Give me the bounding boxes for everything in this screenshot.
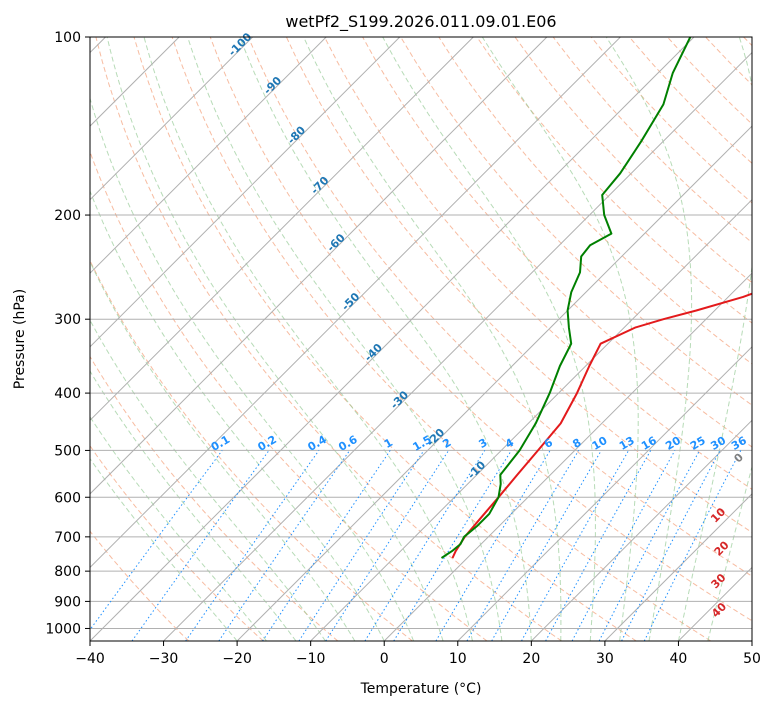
moist-adiabat — [90, 189, 385, 641]
dry-adiabat — [171, 37, 712, 641]
x-tick-label: 50 — [743, 651, 761, 667]
x-axis-label: Temperature (°C) — [360, 681, 482, 697]
y-tick-label: 900 — [54, 594, 81, 610]
dry-adiabat — [247, 37, 752, 577]
y-tick-label: 500 — [54, 443, 81, 459]
dry-adiabat — [324, 37, 752, 490]
moist-adiabat — [605, 37, 693, 641]
chart-title: wetPf2_S199.2026.011.09.01.E06 — [285, 12, 556, 32]
x-tick-label: 20 — [522, 651, 540, 667]
isotherm-line — [530, 419, 752, 641]
dry-adiabat — [95, 37, 562, 641]
mixing-ratio-line — [545, 450, 652, 641]
dry-adiabat — [90, 444, 264, 641]
y-tick-label: 200 — [54, 208, 81, 224]
x-tick-label: 10 — [449, 651, 467, 667]
moist-adiabat — [90, 260, 356, 641]
y-tick-label: 800 — [54, 564, 81, 580]
isotherm-line — [90, 37, 474, 422]
plot-frame — [89, 36, 753, 642]
x-tick-label: −40 — [75, 651, 105, 667]
isotherm-line — [383, 272, 752, 641]
x-tick-label: −20 — [222, 651, 252, 667]
isotherm-line — [457, 346, 752, 641]
x-tick-label: 30 — [596, 651, 614, 667]
dry-adiabat — [476, 37, 752, 324]
y-tick-label: 1000 — [45, 621, 81, 637]
isotherm-line — [163, 51, 752, 641]
isotherm-line — [90, 37, 548, 495]
mixing-ratio-line — [521, 450, 630, 641]
y-tick-label: 400 — [54, 386, 81, 402]
moist-adiabat — [90, 319, 326, 641]
x-tick-label: −10 — [296, 651, 326, 667]
moist-adiabat — [187, 37, 503, 641]
x-axis: −40 −30 −20 −10 0 10 20 30 40 50 — [75, 641, 761, 667]
moist-adiabat — [481, 37, 639, 641]
moist-adiabat — [677, 37, 752, 641]
dry-adiabat — [90, 530, 190, 641]
dewpoint-trace — [440, 37, 692, 559]
mixing-ratio-line — [218, 450, 351, 641]
dry-adiabat — [209, 37, 752, 622]
isotherm-line — [90, 37, 695, 641]
isotherm-line — [604, 493, 752, 641]
moist-adiabat — [90, 457, 238, 641]
mixing-ratio-line — [325, 450, 450, 641]
x-tick-label: 0 — [380, 651, 389, 667]
mixing-ratio-line — [298, 450, 425, 641]
dry-adiabat — [90, 355, 339, 641]
isotherm-line — [90, 37, 254, 201]
y-tick-label: 700 — [54, 530, 81, 546]
mixing-ratio-line — [393, 450, 512, 641]
mixing-ratio-line — [262, 450, 391, 641]
plot-area — [90, 37, 752, 641]
moist-adiabat — [143, 37, 473, 641]
mixing-ratio-line — [90, 450, 223, 631]
dry-adiabat — [90, 150, 488, 641]
mixing-ratio-line — [571, 450, 676, 641]
y-tick-label: 100 — [54, 30, 81, 46]
x-tick-label: 40 — [670, 651, 688, 667]
mixing-ratio-line — [131, 450, 270, 641]
y-axis-label: Pressure (hPa) — [12, 289, 28, 389]
moist-adiabat — [90, 415, 267, 641]
isotherm-line — [90, 37, 327, 274]
mixing-ratio-line — [643, 450, 742, 641]
moist-adiabat — [239, 37, 532, 641]
mixing-ratio-line — [185, 450, 320, 641]
y-tick-label: 600 — [54, 490, 81, 506]
dry-adiabat — [133, 37, 637, 641]
isotherm-line — [236, 125, 752, 641]
x-tick-label: −30 — [149, 651, 179, 667]
dry-adiabat — [400, 37, 752, 406]
moist-adiabat — [382, 37, 596, 641]
moist-adiabat — [707, 464, 752, 641]
isotherm-line — [90, 37, 401, 348]
moist-adiabat — [106, 37, 444, 641]
y-tick-label: 300 — [54, 312, 81, 328]
y-axis: 1000 900 800 700 600 500 400 300 200 100 — [45, 30, 90, 637]
isotherm-line — [90, 37, 621, 569]
dry-adiabat — [514, 37, 752, 284]
moist-adiabat — [303, 37, 562, 641]
